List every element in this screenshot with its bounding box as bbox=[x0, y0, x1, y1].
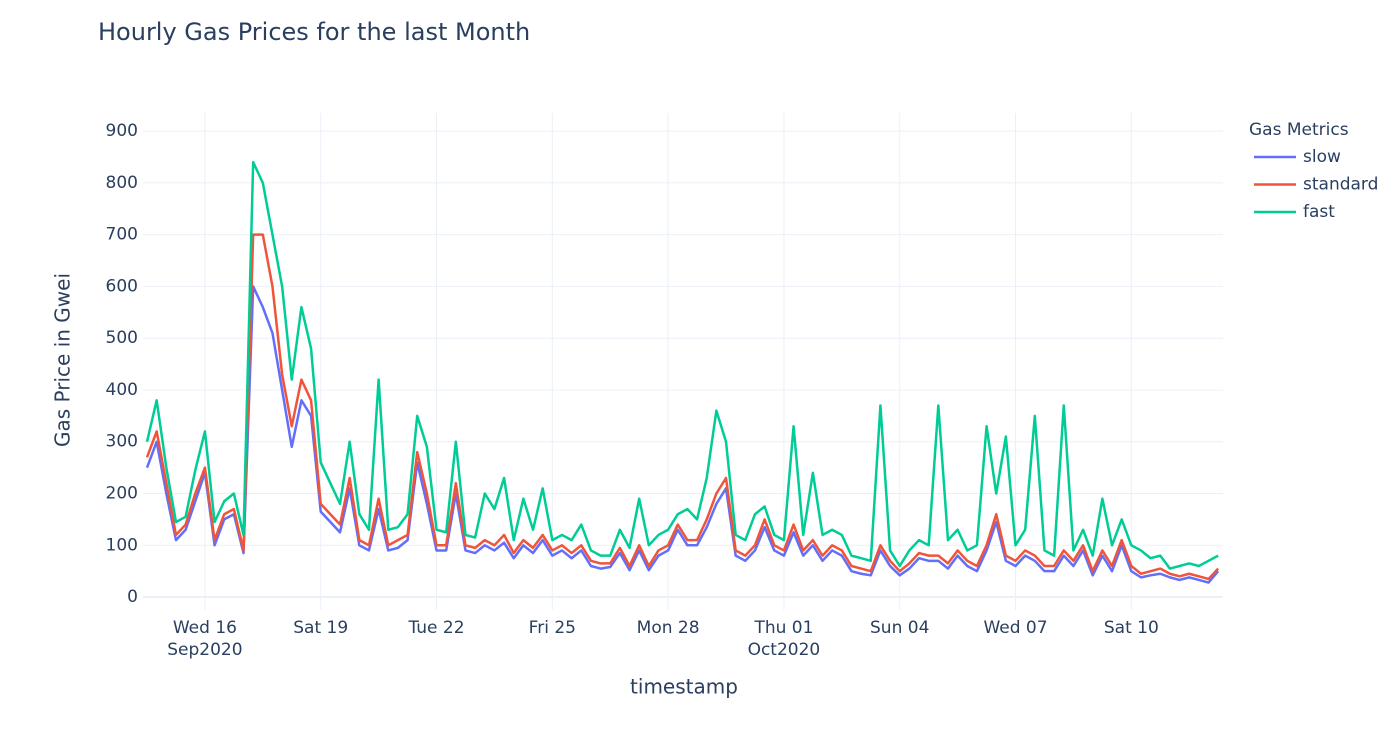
x-tick-label: Sat 19 bbox=[293, 618, 348, 638]
y-tick-label: 400 bbox=[106, 380, 138, 400]
chart-title: Hourly Gas Prices for the last Month bbox=[98, 18, 530, 46]
x-tick-label: Fri 25 bbox=[529, 618, 576, 638]
y-tick-label: 800 bbox=[106, 173, 138, 193]
y-tick-label: 900 bbox=[106, 121, 138, 141]
legend-title: Gas Metrics bbox=[1249, 120, 1349, 140]
y-tick-label: 0 bbox=[127, 587, 138, 607]
x-tick-label: Mon 28 bbox=[637, 618, 700, 638]
grid bbox=[143, 113, 1223, 610]
legend-label: fast bbox=[1303, 202, 1335, 222]
x-tick-sublabel: Sep2020 bbox=[167, 640, 242, 660]
x-tick-label: Sun 04 bbox=[870, 618, 929, 638]
y-tick-label: 300 bbox=[106, 432, 138, 452]
x-tick-label: Sat 10 bbox=[1104, 618, 1159, 638]
x-tick-sublabel: Oct2020 bbox=[748, 640, 821, 660]
y-tick-label: 100 bbox=[106, 535, 138, 555]
x-tick-label: Wed 16 bbox=[173, 618, 237, 638]
x-tick-label: Thu 01 bbox=[753, 618, 813, 638]
x-tick-label: Wed 07 bbox=[983, 618, 1047, 638]
y-tick-label: 700 bbox=[106, 225, 138, 245]
y-tick-label: 200 bbox=[106, 484, 138, 504]
series-line bbox=[145, 285, 1220, 584]
series-line bbox=[145, 160, 1219, 570]
y-axis-label: Gas Price in Gwei bbox=[51, 273, 75, 447]
y-tick-label: 500 bbox=[106, 328, 138, 348]
x-axis-label: timestamp bbox=[630, 675, 738, 699]
y-tick-label: 600 bbox=[106, 276, 138, 296]
x-tick-label: Tue 22 bbox=[407, 618, 464, 638]
legend-label: standard bbox=[1303, 175, 1378, 195]
series-line bbox=[145, 233, 1220, 581]
legend-label: slow bbox=[1303, 147, 1341, 167]
